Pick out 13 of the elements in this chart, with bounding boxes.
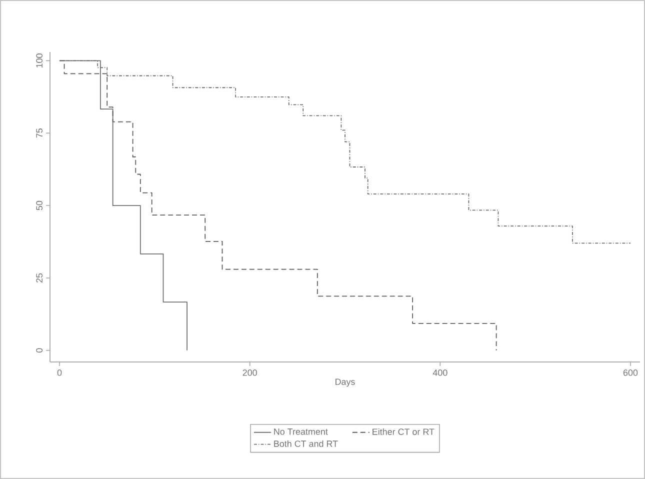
- x-tick-label: 200: [242, 369, 257, 376]
- x-tick-label: 0: [57, 369, 62, 376]
- y-tick-label: 25: [36, 273, 43, 282]
- x-tick-label: 400: [432, 369, 448, 376]
- x-tick-label: 600: [623, 369, 638, 376]
- y-tick-label: 75: [36, 128, 43, 138]
- legend-label: Either CT or RT: [372, 428, 434, 435]
- y-tick-label: 100: [36, 54, 43, 68]
- y-tick-label: 50: [36, 200, 43, 210]
- legend-label: Both CT and RT: [274, 440, 338, 447]
- y-tick-label: 0: [36, 348, 43, 353]
- legend-label: No Treatment: [274, 428, 328, 435]
- x-axis-title: Days: [336, 378, 355, 387]
